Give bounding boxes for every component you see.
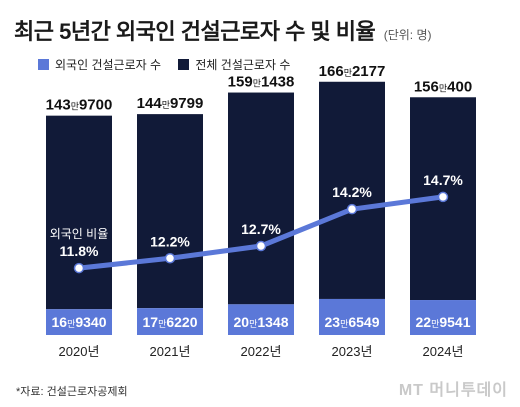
label-total-2: 159만1438 bbox=[228, 74, 295, 91]
legend-item-foreign: 외국인 건설근로자 수 bbox=[38, 56, 161, 73]
bar-foreign-4 bbox=[410, 300, 476, 335]
bar-foreign-2 bbox=[228, 304, 294, 335]
legend-label-total: 전체 건설근로자 수 bbox=[195, 58, 291, 72]
bar-total-0 bbox=[46, 115, 112, 310]
label-total-1: 144만9799 bbox=[137, 95, 204, 112]
ratio-label-0: 11.8% bbox=[60, 243, 99, 259]
ratio-point-2 bbox=[255, 240, 267, 252]
title-row: 최근 5년간 외국인 건설근로자 수 및 비율 (단위: 명) bbox=[14, 14, 432, 46]
ratio-series-name: 외국인 비율 bbox=[50, 227, 109, 241]
x-tick-label-4: 2024년 bbox=[423, 344, 464, 359]
legend: 외국인 건설근로자 수 전체 건설근로자 수 bbox=[38, 56, 304, 73]
label-foreign-4: 22만9541 bbox=[415, 314, 470, 330]
label-total-3: 166만2177 bbox=[319, 63, 386, 80]
unit-note: (단위: 명) bbox=[383, 28, 432, 42]
label-total-0: 143만9700 bbox=[46, 97, 113, 114]
x-tick-label-2: 2022년 bbox=[241, 344, 282, 359]
bar-total-2 bbox=[228, 92, 294, 305]
ratio-label-1: 12.2% bbox=[150, 233, 190, 249]
legend-item-total: 전체 건설근로자 수 bbox=[178, 56, 290, 73]
legend-label-foreign: 외국인 건설근로자 수 bbox=[55, 58, 162, 72]
source-note: *자료: 건설근로자공제회 bbox=[16, 386, 128, 398]
legend-swatch-foreign bbox=[38, 59, 49, 70]
x-tick-label-3: 2023년 bbox=[332, 344, 373, 359]
bar-foreign-3 bbox=[319, 298, 385, 335]
x-tick-label-1: 2021년 bbox=[150, 344, 191, 359]
label-foreign-1: 17만6220 bbox=[142, 314, 197, 330]
label-foreign-2: 20만1348 bbox=[233, 314, 288, 330]
chart-title: 최근 5년간 외국인 건설근로자 수 및 비율 bbox=[14, 19, 376, 44]
ratio-label-4: 14.7% bbox=[423, 172, 463, 188]
x-tick-label-0: 2020년 bbox=[59, 344, 100, 359]
bar-foreign-1 bbox=[137, 308, 203, 335]
ratio-label-3: 14.2% bbox=[332, 184, 372, 200]
bar-total-1 bbox=[137, 114, 203, 309]
label-foreign-0: 16만9340 bbox=[51, 314, 106, 330]
watermark-logo: MT 머니투데이 bbox=[398, 382, 508, 399]
ratio-point-4 bbox=[437, 191, 449, 203]
legend-swatch-total bbox=[178, 59, 190, 70]
bar-total-3 bbox=[319, 81, 385, 299]
ratio-point-0 bbox=[73, 262, 85, 274]
bar-foreign-0 bbox=[46, 309, 112, 335]
label-total-4: 156만400 bbox=[414, 78, 472, 95]
ratio-label-2: 12.7% bbox=[241, 221, 281, 237]
ratio-point-3 bbox=[346, 203, 358, 215]
label-foreign-3: 23만6549 bbox=[324, 314, 379, 330]
ratio-point-1 bbox=[164, 253, 176, 264]
